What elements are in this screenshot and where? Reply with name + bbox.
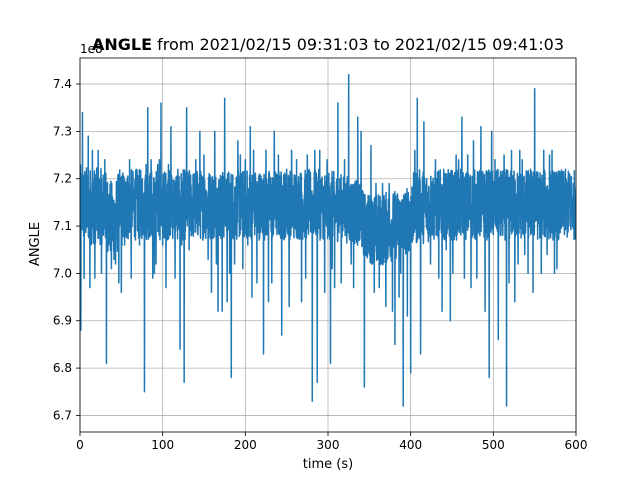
- x-tick-label: 500: [482, 438, 505, 452]
- y-axis-ticks: 6.7 6.8 6.9 7.0 7.1 7.2 7.3 7.4: [53, 77, 80, 422]
- y-tick-label: 6.9: [53, 314, 72, 328]
- grid-lines: [79, 58, 577, 432]
- angle-series: [80, 73, 576, 407]
- chart-title: ANGLE from 2021/02/15 09:31:03 to 2021/0…: [92, 35, 564, 54]
- y-tick-label: 7.0: [53, 266, 72, 280]
- y-offset-text: 1e8: [80, 42, 103, 56]
- x-tick-label: 600: [565, 438, 588, 452]
- y-tick-label: 6.7: [53, 408, 72, 422]
- chart-title-rest: from 2021/02/15 09:31:03 to 2021/02/15 0…: [152, 35, 564, 54]
- chart-title-bold: ANGLE: [92, 35, 152, 54]
- y-tick-label: 7.4: [53, 77, 72, 91]
- x-tick-label: 300: [317, 438, 340, 452]
- y-axis-label: ANGLE: [28, 222, 43, 266]
- y-tick-label: 7.3: [53, 124, 72, 138]
- y-tick-label: 6.8: [53, 361, 72, 375]
- series-line: [80, 73, 576, 407]
- x-tick-label: 100: [151, 438, 174, 452]
- x-axis-ticks: 0 100 200 300 400 500 600: [76, 432, 587, 452]
- series-layer: [80, 73, 576, 407]
- x-tick-label: 200: [234, 438, 257, 452]
- y-tick-label: 7.1: [53, 219, 72, 233]
- y-tick-label: 7.2: [53, 172, 72, 186]
- x-axis-label: time (s): [303, 457, 353, 472]
- x-tick-label: 0: [76, 438, 84, 452]
- x-tick-label: 400: [399, 438, 422, 452]
